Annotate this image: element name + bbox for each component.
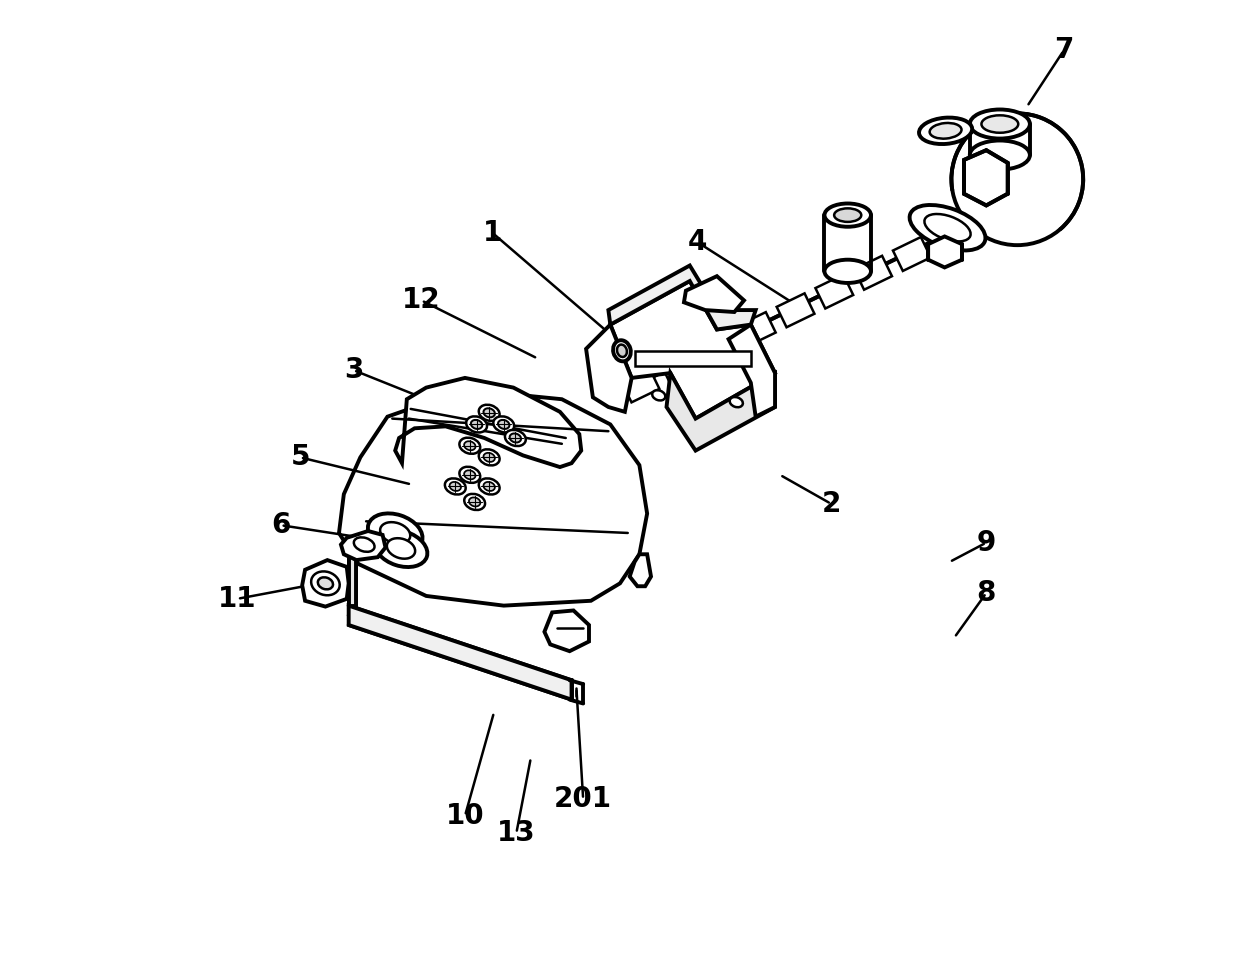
Polygon shape — [738, 312, 776, 346]
Polygon shape — [339, 390, 647, 606]
Polygon shape — [699, 330, 737, 364]
Polygon shape — [776, 294, 815, 328]
Text: 12: 12 — [402, 287, 440, 314]
Text: 1: 1 — [482, 219, 502, 246]
Polygon shape — [661, 350, 698, 384]
Ellipse shape — [459, 467, 480, 483]
Polygon shape — [729, 325, 775, 417]
Ellipse shape — [445, 479, 466, 494]
Polygon shape — [609, 266, 755, 329]
Ellipse shape — [464, 441, 475, 451]
Polygon shape — [348, 606, 572, 700]
Ellipse shape — [381, 522, 410, 544]
Ellipse shape — [353, 538, 374, 551]
Polygon shape — [348, 552, 356, 606]
Polygon shape — [630, 554, 651, 586]
Ellipse shape — [479, 450, 500, 465]
Text: 11: 11 — [218, 585, 257, 612]
Ellipse shape — [919, 117, 972, 144]
Ellipse shape — [835, 208, 862, 222]
Ellipse shape — [466, 417, 487, 432]
Ellipse shape — [729, 397, 743, 407]
Ellipse shape — [479, 405, 500, 421]
Ellipse shape — [317, 578, 334, 589]
Polygon shape — [684, 276, 744, 312]
Polygon shape — [854, 256, 892, 290]
Polygon shape — [621, 368, 660, 402]
Text: 6: 6 — [272, 512, 290, 539]
Text: 13: 13 — [497, 820, 536, 847]
Ellipse shape — [825, 203, 870, 227]
Ellipse shape — [498, 420, 510, 429]
Polygon shape — [396, 378, 582, 467]
Ellipse shape — [505, 430, 526, 446]
Ellipse shape — [910, 205, 986, 250]
Ellipse shape — [825, 260, 870, 283]
Ellipse shape — [613, 340, 631, 361]
Ellipse shape — [981, 115, 1018, 133]
Ellipse shape — [464, 470, 475, 480]
Ellipse shape — [652, 391, 666, 400]
Polygon shape — [635, 351, 750, 366]
Text: 10: 10 — [445, 802, 485, 829]
Ellipse shape — [930, 123, 961, 139]
Polygon shape — [587, 325, 631, 412]
Ellipse shape — [970, 109, 1030, 139]
Polygon shape — [303, 560, 348, 607]
Text: 8: 8 — [977, 579, 996, 607]
Text: 7: 7 — [1054, 37, 1074, 64]
Polygon shape — [929, 236, 962, 267]
Ellipse shape — [924, 214, 971, 241]
Ellipse shape — [469, 497, 480, 507]
Ellipse shape — [374, 530, 428, 567]
Polygon shape — [341, 531, 386, 560]
Ellipse shape — [311, 572, 340, 595]
Polygon shape — [544, 610, 589, 651]
Ellipse shape — [484, 482, 495, 491]
Polygon shape — [963, 150, 1008, 205]
Ellipse shape — [479, 479, 500, 494]
Ellipse shape — [368, 514, 423, 552]
Ellipse shape — [618, 345, 627, 357]
Ellipse shape — [484, 453, 495, 462]
Text: 4: 4 — [688, 229, 707, 256]
Polygon shape — [610, 281, 775, 419]
Polygon shape — [667, 373, 775, 451]
Text: 3: 3 — [343, 357, 363, 384]
Ellipse shape — [471, 420, 482, 429]
Ellipse shape — [494, 417, 515, 432]
Text: 9: 9 — [977, 529, 996, 556]
Ellipse shape — [464, 494, 485, 510]
Text: 201: 201 — [554, 786, 613, 813]
Text: 2: 2 — [822, 490, 841, 517]
Ellipse shape — [510, 433, 521, 443]
Ellipse shape — [459, 438, 480, 453]
Ellipse shape — [484, 408, 495, 418]
Ellipse shape — [970, 141, 1030, 170]
Text: 5: 5 — [290, 444, 310, 471]
Polygon shape — [893, 237, 931, 271]
Polygon shape — [816, 274, 853, 308]
Ellipse shape — [450, 482, 461, 491]
Ellipse shape — [387, 538, 415, 559]
